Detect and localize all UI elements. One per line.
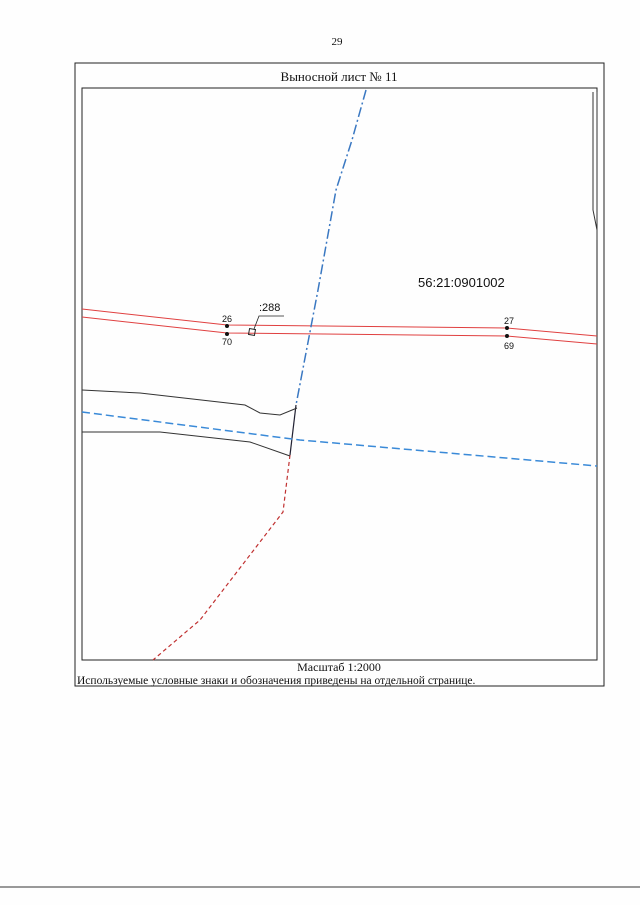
boundary-line [81,308,598,337]
black-line [592,92,598,231]
boundary-line [81,316,598,345]
block-number: 56:21:0901002 [418,275,505,290]
sheet-title: Выносной лист № 11 [281,69,398,84]
parcel-label: :288 [259,302,280,314]
leader-line [253,315,284,330]
map-lines [81,89,598,661]
point [225,332,229,336]
note: Используемые условные знаки и обозначени… [77,675,476,687]
black-line [82,431,291,457]
page-number: 29 [332,36,344,48]
black-line [289,404,297,456]
point [505,334,509,338]
black-line [81,389,298,416]
point-label: 70 [222,337,232,347]
red-dashed-line [152,454,291,661]
blue-dashed-line [295,89,367,406]
point-label: 69 [504,341,514,351]
point [225,324,229,328]
outer-frame [74,62,605,687]
scale: Масштаб 1:2000 [297,660,381,674]
point-label: 26 [222,314,232,324]
map-frame [81,87,598,661]
point-label: 27 [504,316,514,326]
parcel [247,327,257,337]
point [505,326,509,330]
blue-dashed-line [81,411,598,467]
